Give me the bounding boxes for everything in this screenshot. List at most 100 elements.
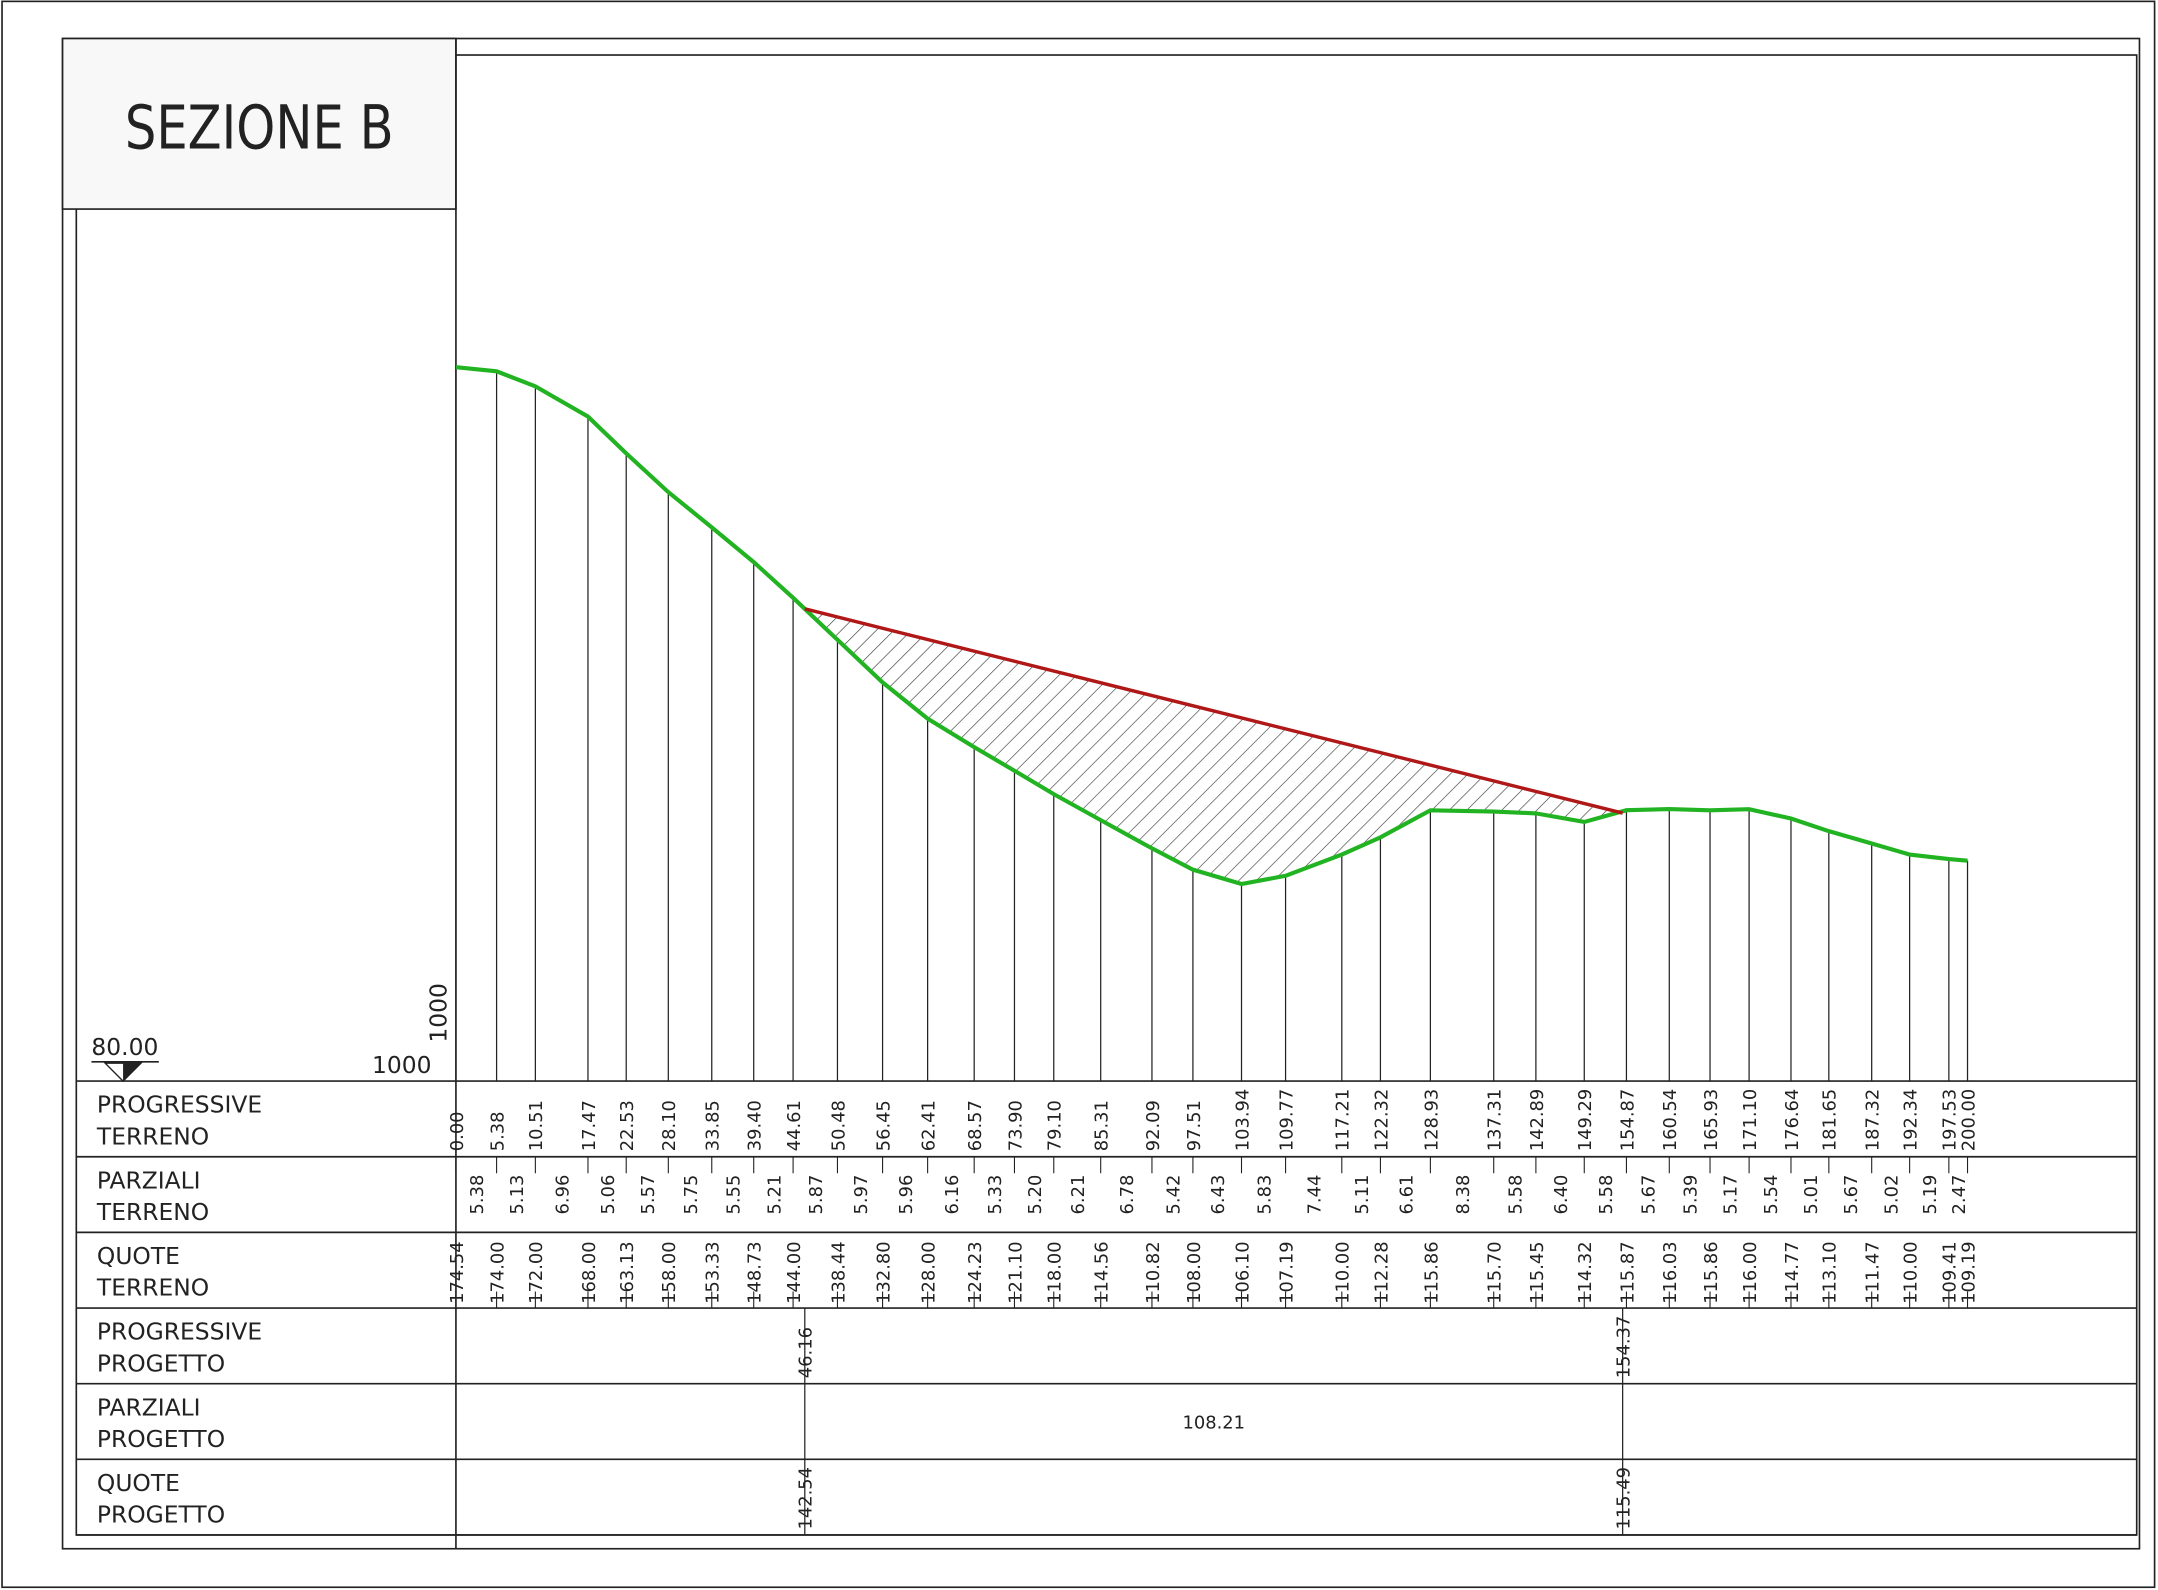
elevation-label: 110.82 <box>1143 1241 1164 1304</box>
elevation-label: 114.77 <box>1782 1241 1803 1304</box>
design-progressive: 154.37 <box>1614 1316 1635 1379</box>
partial-label: 7.44 <box>1305 1175 1326 1215</box>
partial-label: 5.55 <box>724 1175 745 1215</box>
outer-frame <box>61 37 2141 1550</box>
progressive-label: 197.53 <box>1940 1089 1961 1152</box>
design-elevation: 142.54 <box>796 1467 817 1530</box>
progressive-label: 17.47 <box>579 1100 600 1151</box>
progressive-label: 181.65 <box>1820 1089 1841 1152</box>
elevation-label: 163.13 <box>617 1241 638 1304</box>
partial-label: 6.21 <box>1068 1175 1089 1215</box>
partial-label: 6.43 <box>1208 1175 1229 1215</box>
progressive-label: 171.10 <box>1740 1089 1761 1152</box>
partial-label: 5.57 <box>638 1175 659 1215</box>
elevation-label: 172.00 <box>526 1241 547 1304</box>
datum-elevation: 80.00 <box>91 1033 158 1061</box>
progressive-label: 50.48 <box>828 1100 849 1151</box>
row-label: PROGETTO <box>97 1425 225 1453</box>
partial-label: 5.02 <box>1882 1175 1903 1215</box>
title: SEZIONE B <box>125 94 394 164</box>
elevation-label: 111.47 <box>1863 1241 1884 1304</box>
progressive-label: 62.41 <box>919 1100 940 1151</box>
partial-label: 5.33 <box>985 1175 1006 1215</box>
partial-label: 2.47 <box>1949 1175 1970 1215</box>
progressive-label: 117.21 <box>1333 1089 1354 1152</box>
elevation-label: 124.23 <box>965 1241 986 1304</box>
elevation-label: 110.00 <box>1901 1241 1922 1304</box>
progressive-label: 39.40 <box>745 1100 766 1151</box>
row-label: PROGETTO <box>97 1501 225 1529</box>
partial-label: 5.39 <box>1681 1175 1702 1215</box>
progressive-label: 56.45 <box>873 1100 894 1151</box>
partial-label: 8.38 <box>1453 1175 1474 1215</box>
scale-vertical: 1000 <box>424 983 452 1043</box>
progressive-label: 73.90 <box>1005 1100 1026 1151</box>
partial-label: 5.01 <box>1801 1175 1822 1215</box>
elevation-label: 115.70 <box>1485 1241 1506 1304</box>
partial-label: 5.11 <box>1352 1175 1373 1215</box>
progressive-label: 192.34 <box>1901 1089 1922 1152</box>
elevation-label: 112.28 <box>1371 1241 1392 1304</box>
row-label: PROGETTO <box>97 1349 225 1377</box>
partial-label: 5.83 <box>1254 1175 1275 1215</box>
progressive-label: 44.61 <box>784 1100 805 1151</box>
partial-label: 5.87 <box>806 1175 827 1215</box>
title-box <box>61 37 457 210</box>
row-label: QUOTE <box>97 1469 180 1497</box>
partial-label: 5.97 <box>851 1175 872 1215</box>
progressive-label: 85.31 <box>1092 1100 1113 1151</box>
elevation-label: 158.00 <box>659 1241 680 1304</box>
progressive-label: 103.94 <box>1232 1089 1253 1152</box>
partial-label: 5.38 <box>467 1175 488 1215</box>
elevation-label: 121.10 <box>1005 1241 1026 1304</box>
partial-label: 5.17 <box>1720 1175 1741 1215</box>
partial-label: 5.06 <box>598 1175 619 1215</box>
elevation-label: 174.00 <box>487 1241 508 1304</box>
elevation-label: 114.56 <box>1092 1241 1113 1304</box>
partial-label: 6.61 <box>1396 1175 1417 1215</box>
progressive-label: 28.10 <box>659 1100 680 1151</box>
elevation-label: 168.00 <box>579 1241 600 1304</box>
row-label: TERRENO <box>96 1198 209 1226</box>
partial-label: 5.21 <box>764 1175 785 1215</box>
partial-label: 5.67 <box>1639 1175 1660 1215</box>
progressive-label: 149.29 <box>1575 1089 1596 1152</box>
progressive-label: 68.57 <box>965 1100 986 1151</box>
elevation-label: 144.00 <box>784 1241 805 1304</box>
progressive-label: 165.93 <box>1701 1089 1722 1152</box>
progressive-label: 128.93 <box>1421 1089 1442 1152</box>
progressive-label: 79.10 <box>1045 1100 1066 1151</box>
row-label: PARZIALI <box>97 1166 201 1194</box>
design-partial: 108.21 <box>1182 1412 1245 1433</box>
design-elevation: 115.49 <box>1614 1467 1635 1530</box>
row-label: TERRENO <box>96 1122 209 1150</box>
partial-label: 5.58 <box>1596 1175 1617 1215</box>
progressive-label: 200.00 <box>1958 1089 1979 1152</box>
partial-label: 6.16 <box>942 1175 963 1215</box>
partial-label: 5.67 <box>1841 1175 1862 1215</box>
elevation-label: 110.00 <box>1333 1241 1354 1304</box>
scale-horizontal: 1000 <box>372 1051 432 1079</box>
design-progressive: 46.16 <box>796 1327 817 1378</box>
partial-label: 5.42 <box>1163 1175 1184 1215</box>
elevation-label: 114.32 <box>1575 1241 1596 1304</box>
elevation-label: 115.86 <box>1421 1241 1442 1304</box>
progressive-label: 10.51 <box>526 1100 547 1151</box>
elevation-label: 153.33 <box>703 1241 724 1304</box>
elevation-label: 115.86 <box>1701 1241 1722 1304</box>
ground-line <box>455 365 1968 887</box>
partial-label: 5.13 <box>507 1175 528 1215</box>
progressive-label: 176.64 <box>1782 1089 1803 1152</box>
partial-label: 6.40 <box>1551 1175 1572 1215</box>
partial-label: 6.78 <box>1117 1175 1138 1215</box>
partial-label: 5.58 <box>1506 1175 1527 1215</box>
partial-label: 5.75 <box>681 1175 702 1215</box>
partial-label: 5.19 <box>1920 1175 1941 1215</box>
partial-label: 5.54 <box>1761 1175 1782 1215</box>
elevation-label: 109.19 <box>1958 1241 1979 1304</box>
elevation-label: 174.54 <box>447 1241 468 1304</box>
progressive-label: 22.53 <box>617 1100 638 1151</box>
elevation-label: 106.10 <box>1232 1241 1253 1304</box>
progressive-label: 92.09 <box>1143 1100 1164 1151</box>
